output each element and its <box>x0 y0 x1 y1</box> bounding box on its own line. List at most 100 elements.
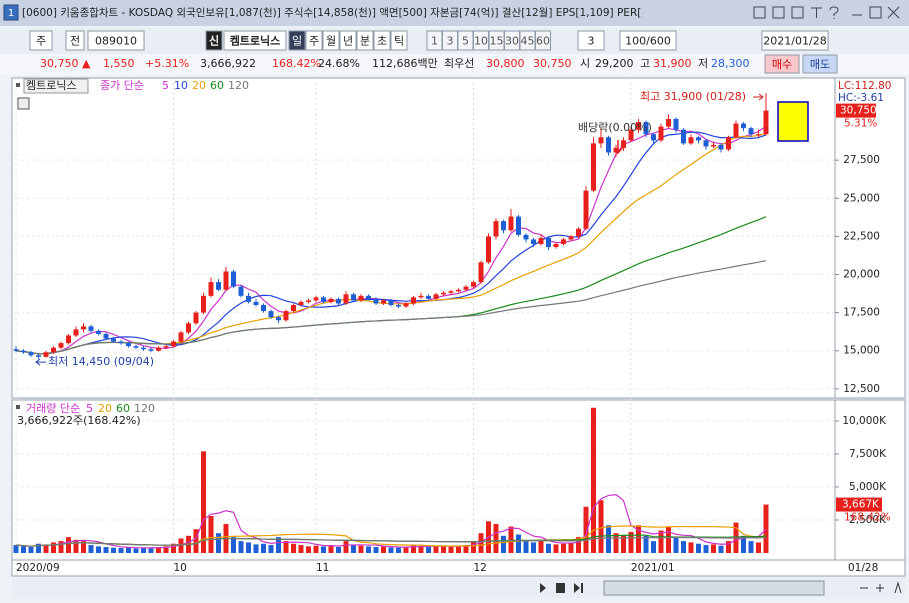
y-tick-label: 2,500K <box>849 514 887 526</box>
candle-body <box>208 282 214 296</box>
button-label[interactable]: 켐트로닉스 <box>230 34 281 48</box>
btn[interactable] <box>791 6 804 19</box>
volume-bar <box>216 533 221 553</box>
button-label[interactable]: 월 <box>326 35 336 48</box>
volume-bar <box>238 541 244 553</box>
button-label[interactable]: 45 <box>521 35 535 48</box>
btn[interactable] <box>772 6 785 19</box>
button-label[interactable]: 3 <box>588 35 595 48</box>
candle-body <box>298 301 304 305</box>
candle-body <box>441 292 446 295</box>
volume-bar <box>388 547 394 553</box>
candle-body <box>711 144 716 147</box>
btn[interactable] <box>860 581 902 594</box>
button[interactable] <box>535 30 551 51</box>
candle-body <box>163 346 169 348</box>
candle-body <box>283 311 289 321</box>
button[interactable] <box>87 30 145 51</box>
button[interactable] <box>223 30 287 51</box>
arrow <box>35 358 46 366</box>
candle-body <box>688 137 694 144</box>
candle-body <box>538 237 544 245</box>
volume-bar <box>396 547 401 553</box>
candle-body <box>118 341 124 344</box>
ma-line <box>15 260 767 355</box>
button-label[interactable]: 매수 <box>772 58 792 71</box>
button[interactable] <box>288 30 306 51</box>
button-label[interactable]: 100/600 <box>625 35 671 48</box>
volume-bar <box>538 541 544 553</box>
volume-bar <box>103 547 109 553</box>
volume-bar <box>546 543 551 553</box>
button[interactable] <box>322 30 340 51</box>
legend-marker <box>16 405 20 409</box>
btn[interactable] <box>869 6 882 19</box>
button-label[interactable]: 2021/01/28 <box>763 35 826 48</box>
button-label[interactable]: 3 <box>447 35 454 48</box>
button-label[interactable]: 주 <box>36 35 46 48</box>
button[interactable] <box>802 54 838 74</box>
x-tick-label: 2020/09 <box>16 562 60 574</box>
button[interactable] <box>761 30 829 51</box>
button-label[interactable]: 15 <box>490 35 504 48</box>
volume-bar <box>688 542 694 553</box>
button-label[interactable]: 5 <box>462 35 469 48</box>
candle-body <box>486 236 491 263</box>
candle-body <box>756 134 761 136</box>
button[interactable] <box>356 30 374 51</box>
button[interactable] <box>339 30 357 51</box>
button-label[interactable]: 10 <box>474 35 488 48</box>
button-label[interactable]: 주 <box>309 35 319 48</box>
button-label[interactable]: 60 <box>536 35 550 48</box>
window-buttons[interactable] <box>753 6 900 19</box>
button[interactable] <box>29 30 53 51</box>
volume-axis <box>834 399 906 561</box>
grid-icon[interactable] <box>17 97 30 110</box>
button-label[interactable]: 1 <box>431 35 438 48</box>
volume-bar <box>351 545 356 553</box>
button-label[interactable]: 년 <box>343 35 353 48</box>
button[interactable] <box>764 54 800 74</box>
volume-bar <box>696 543 701 553</box>
btn[interactable] <box>811 7 822 18</box>
button-label[interactable]: 30 <box>505 35 519 48</box>
button-label[interactable]: 089010 <box>95 35 137 48</box>
button[interactable] <box>373 30 391 51</box>
candle-body <box>276 317 281 321</box>
volume-bar <box>418 545 424 553</box>
candle-body <box>141 347 146 350</box>
btn[interactable] <box>887 6 900 19</box>
button-label[interactable]: 일 <box>292 34 302 48</box>
button[interactable] <box>390 30 408 51</box>
button[interactable] <box>65 30 85 51</box>
legend-ma-label: 거래량 단순 <box>26 402 80 415</box>
btn[interactable] <box>574 583 583 593</box>
button-label[interactable]: 매도 <box>810 58 830 71</box>
scroll-buttons[interactable] <box>540 580 902 596</box>
button-label[interactable]: 틱 <box>394 35 404 48</box>
button-label[interactable]: 초 <box>377 35 387 48</box>
scroll-track[interactable] <box>603 580 825 596</box>
candle-body <box>583 190 589 229</box>
btn[interactable] <box>556 583 565 593</box>
btn[interactable] <box>753 6 766 19</box>
btn[interactable] <box>829 6 839 19</box>
button[interactable] <box>205 30 223 51</box>
candle-body <box>28 352 34 356</box>
candle-body <box>231 271 236 287</box>
volume-bar <box>756 542 761 553</box>
button-label[interactable]: 신 <box>209 34 219 48</box>
button-label[interactable]: 분 <box>360 35 370 48</box>
btn[interactable] <box>540 583 546 593</box>
last-price-tag <box>836 103 876 118</box>
candle-body <box>111 338 116 342</box>
button[interactable] <box>577 30 605 51</box>
legend-ma-period: 60 <box>210 79 224 92</box>
legend-ma-period: 5 <box>86 402 93 415</box>
button[interactable] <box>305 30 323 51</box>
quote-turnover: 24.68% <box>318 57 360 70</box>
button[interactable] <box>619 30 677 51</box>
volume-bar <box>373 547 379 553</box>
quote-volume: 3,666,922 <box>200 57 256 70</box>
button-label[interactable]: 전 <box>70 35 80 48</box>
